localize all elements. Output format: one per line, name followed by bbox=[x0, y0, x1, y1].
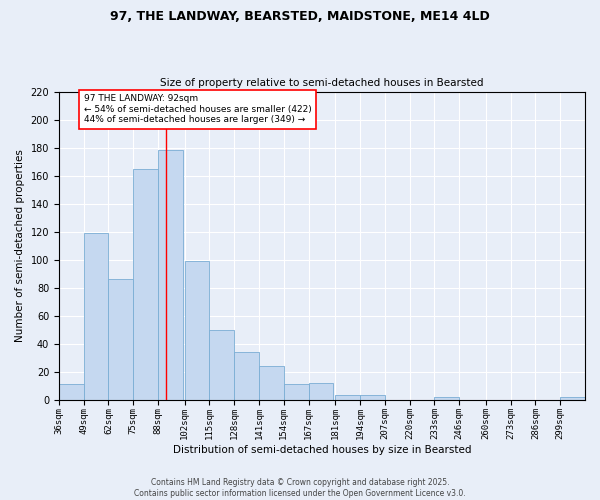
Title: Size of property relative to semi-detached houses in Bearsted: Size of property relative to semi-detach… bbox=[160, 78, 484, 88]
Text: Contains HM Land Registry data © Crown copyright and database right 2025.
Contai: Contains HM Land Registry data © Crown c… bbox=[134, 478, 466, 498]
Bar bbox=[83, 233, 109, 400]
Bar bbox=[434, 397, 459, 400]
Bar bbox=[209, 330, 234, 400]
Bar bbox=[360, 396, 385, 400]
X-axis label: Distribution of semi-detached houses by size in Bearsted: Distribution of semi-detached houses by … bbox=[173, 445, 471, 455]
Bar bbox=[308, 383, 334, 400]
Text: 97 THE LANDWAY: 92sqm
← 54% of semi-detached houses are smaller (422)
44% of sem: 97 THE LANDWAY: 92sqm ← 54% of semi-deta… bbox=[83, 94, 311, 124]
Y-axis label: Number of semi-detached properties: Number of semi-detached properties bbox=[15, 149, 25, 342]
Bar bbox=[109, 279, 133, 400]
Bar bbox=[560, 397, 585, 400]
Bar bbox=[335, 396, 360, 400]
Bar bbox=[234, 352, 259, 400]
Bar bbox=[185, 261, 209, 400]
Bar bbox=[133, 168, 158, 400]
Bar bbox=[284, 384, 308, 400]
Text: 97, THE LANDWAY, BEARSTED, MAIDSTONE, ME14 4LD: 97, THE LANDWAY, BEARSTED, MAIDSTONE, ME… bbox=[110, 10, 490, 23]
Bar bbox=[158, 150, 183, 400]
Bar bbox=[259, 366, 284, 400]
Bar bbox=[59, 384, 83, 400]
